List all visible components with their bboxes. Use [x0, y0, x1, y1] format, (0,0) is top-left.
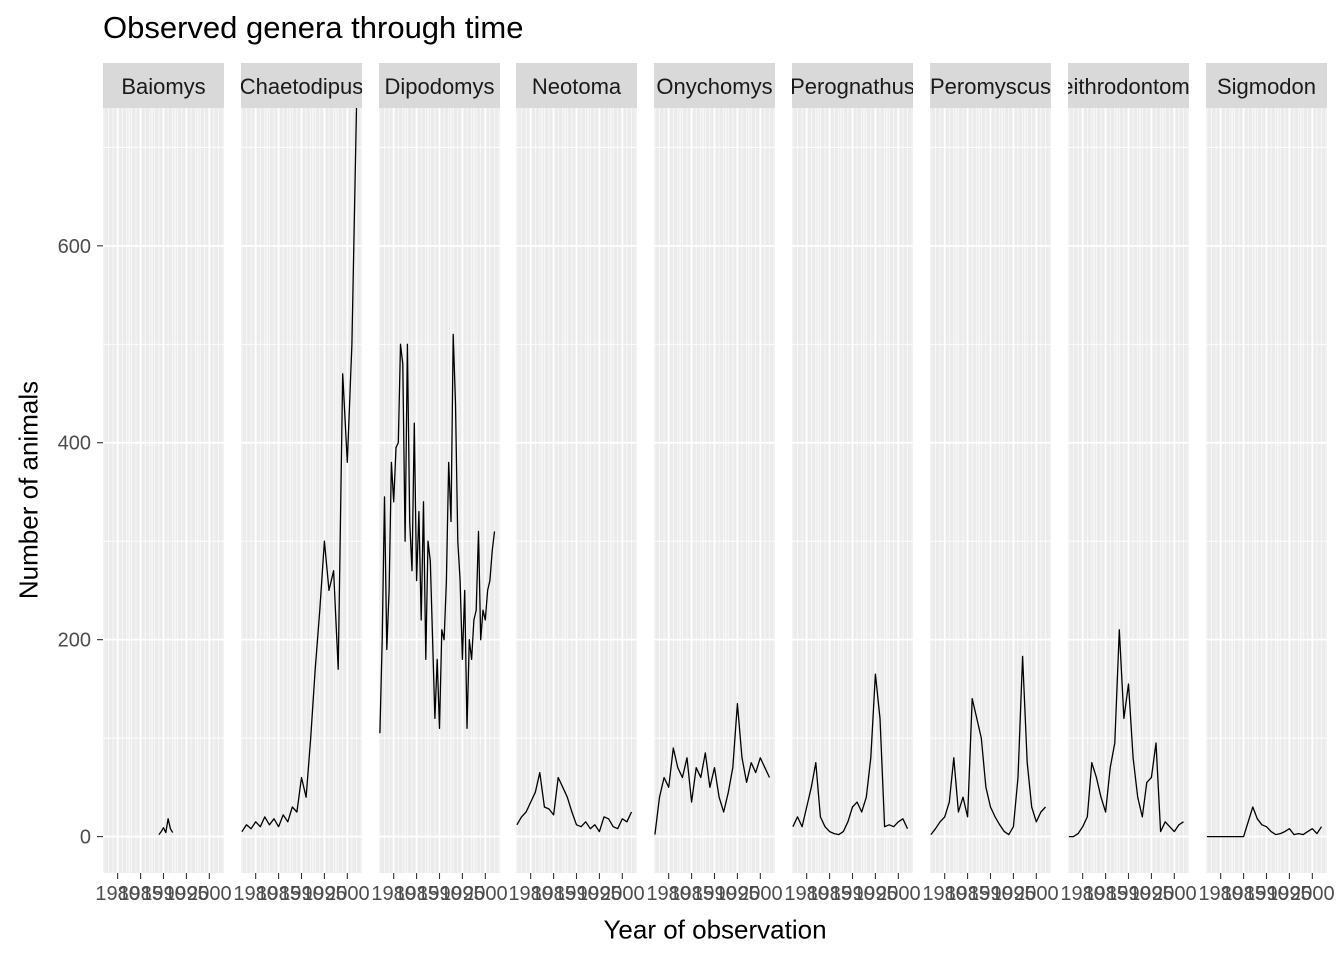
series-line-sigmodon [1206, 806, 1323, 838]
series-line-reithrodontomys [1068, 629, 1184, 838]
x-tick-label: 1990 [279, 883, 324, 905]
x-tick-label: 1995 [577, 883, 622, 905]
facet-strip-label: Chaetodipus [240, 74, 364, 99]
facet-strip-label: Reithrodontomys [1045, 74, 1211, 99]
facet-strip [241, 63, 362, 108]
series-line-peromyscus [930, 655, 1046, 836]
series-line-neotoma [516, 771, 633, 833]
x-tick-label: 1980 [922, 883, 967, 905]
x-tick-label: 1990 [554, 883, 599, 905]
facet-strip [930, 63, 1051, 108]
x-tick-label: 1980 [646, 883, 691, 905]
y-axis: 0 200 400 600 [58, 236, 103, 849]
x-tick-label: 1980 [95, 883, 140, 905]
x-tick-label: 1995 [1129, 883, 1174, 905]
x-tick-label: 1990 [417, 883, 462, 905]
x-tick-label: 2000 [876, 883, 921, 905]
x-tick-label: 2000 [1152, 883, 1197, 905]
x-tick-label: 1990 [1244, 883, 1289, 905]
x-tick-label: 1985 [807, 883, 852, 905]
x-tick-label: 1985 [531, 883, 576, 905]
y-tick-label: 0 [80, 827, 91, 849]
facet-strip [792, 63, 913, 108]
x-tick-label: 1995 [302, 883, 347, 905]
x-tick-label: 1990 [1106, 883, 1151, 905]
x-tick-label: 2000 [738, 883, 783, 905]
x-tick-label: 2000 [1014, 883, 1059, 905]
y-tick-label: 400 [58, 433, 91, 455]
x-tick-label: 1995 [1267, 883, 1312, 905]
facet-strip-label: Peromyscus [930, 74, 1051, 99]
x-tick-label: 1985 [256, 883, 301, 905]
x-tick-label: 1990 [830, 883, 875, 905]
series-line-onychomys [654, 703, 771, 835]
x-tick-label: 1985 [394, 883, 439, 905]
x-tick-label: 1995 [991, 883, 1036, 905]
x-tick-label: 1985 [1083, 883, 1128, 905]
x-tick-label: 1980 [784, 883, 829, 905]
facet-strip-label: Onychomys [656, 74, 772, 99]
facet-strip-label: Sigmodon [1217, 74, 1316, 99]
x-tick-label: 1980 [233, 883, 278, 905]
x-tick-label: 1995 [853, 883, 898, 905]
series-line-baiomys [158, 818, 174, 835]
facet-strip-label: Dipodomys [384, 74, 494, 99]
x-tick-label: 1995 [440, 883, 485, 905]
facet-strip [1068, 63, 1189, 108]
x-tick-label: 1980 [1060, 883, 1105, 905]
x-tick-label: 1990 [141, 883, 186, 905]
x-tick-label: 1980 [371, 883, 416, 905]
facet-strip [654, 63, 775, 108]
x-tick-label: 1980 [1198, 883, 1243, 905]
facet-strip [1206, 63, 1327, 108]
y-tick-label: 200 [58, 630, 91, 652]
chart-title: Observed genera through time [103, 10, 524, 45]
x-tick-label: 1990 [968, 883, 1013, 905]
x-tick-label: 2000 [463, 883, 508, 905]
x-tick-label: 2000 [600, 883, 645, 905]
series-line-perognathus [792, 673, 909, 836]
x-tick-label: 1985 [118, 883, 163, 905]
x-tick-label: 1985 [669, 883, 714, 905]
x-tick-label: 2000 [325, 883, 370, 905]
facet-strip-label: Perognathus [790, 74, 915, 99]
x-tick-label: 1990 [692, 883, 737, 905]
facet-strip-label: Neotoma [532, 74, 622, 99]
facet-strip [516, 63, 637, 108]
x-axis-label: Year of observation [603, 914, 827, 945]
x-tick-label: 1995 [715, 883, 760, 905]
x-tick-label: 1995 [164, 883, 209, 905]
facet-strip [103, 63, 224, 108]
facet-strip-label: Baiomys [121, 74, 205, 99]
x-tick-label: 2000 [1290, 883, 1335, 905]
series-line-chaetodipus [241, 107, 358, 832]
x-tick-label: 2000 [187, 883, 232, 905]
y-tick-label: 600 [58, 236, 91, 258]
x-tick-label: 1985 [945, 883, 990, 905]
x-tick-label: 1980 [508, 883, 553, 905]
facet-strip [379, 63, 500, 108]
series-line-dipodomys [379, 333, 496, 734]
x-tick-label: 1985 [1221, 883, 1266, 905]
